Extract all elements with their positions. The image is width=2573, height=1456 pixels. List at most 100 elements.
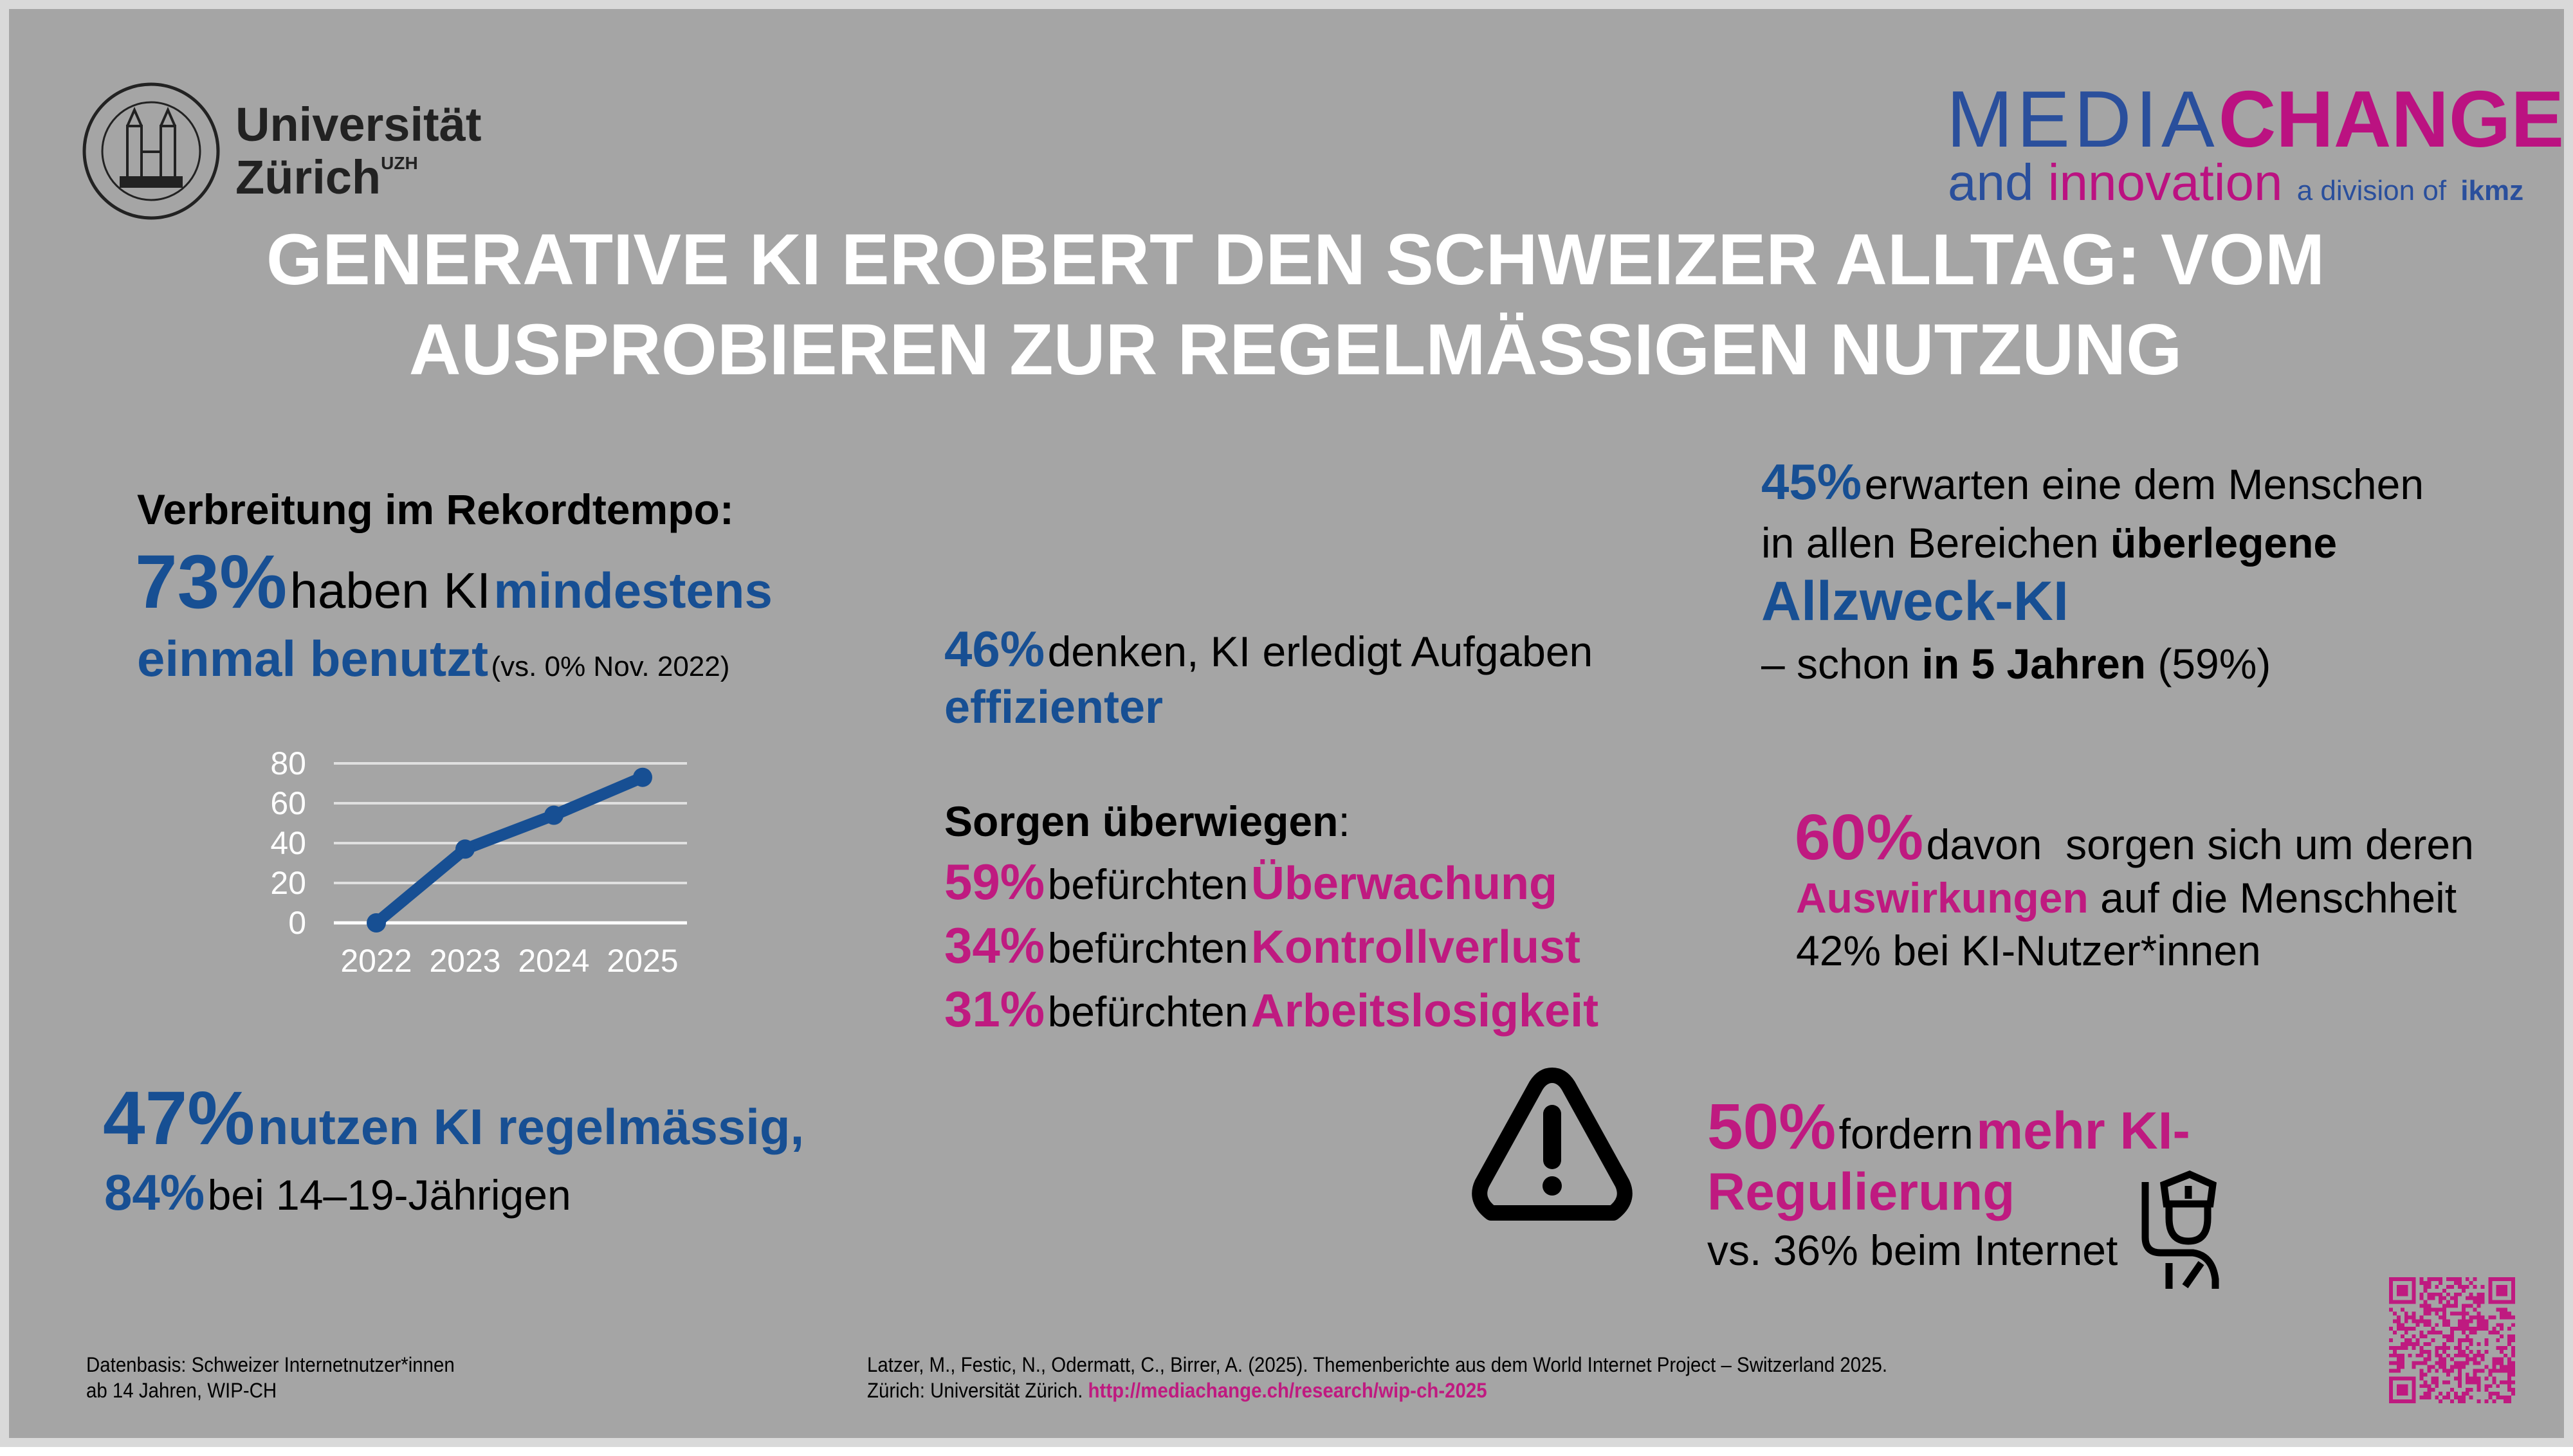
worry-verb: befürchten: [1047, 924, 1249, 972]
qr-module: [2431, 1292, 2435, 1297]
footer-basis2: ab 14 Jahren, WIP-CH: [86, 1379, 277, 1402]
data-point: [367, 913, 386, 933]
qr-module: [2480, 1292, 2485, 1297]
qr-module: [2473, 1357, 2477, 1361]
qr-module: [2450, 1365, 2454, 1369]
qr-module: [2392, 1319, 2397, 1324]
qr-module: [2419, 1296, 2424, 1300]
impact-line2: Auswirkungen auf die Menschheit: [1796, 873, 2457, 922]
qr-module: [2435, 1284, 2439, 1289]
qr-module: [2412, 1365, 2416, 1369]
uzh-city: Zürich: [235, 150, 381, 204]
qr-module: [2469, 1376, 2473, 1381]
qr-module: [2507, 1334, 2512, 1339]
qr-module: [2404, 1331, 2408, 1335]
qr-module: [2427, 1388, 2431, 1392]
footer-citation: Latzer, M., Festic, N., Odermatt, C., Bi…: [867, 1352, 1887, 1403]
qr-module: [2400, 1365, 2404, 1369]
data-point: [455, 839, 475, 859]
qr-module: [2504, 1307, 2508, 1312]
qr-module: [2488, 1396, 2493, 1400]
qr-module: [2419, 1349, 2424, 1354]
qr-module: [2453, 1292, 2458, 1297]
qr-code[interactable]: [2389, 1277, 2515, 1403]
qr-module: [2504, 1380, 2508, 1385]
spread-note: (vs. 0% Nov. 2022): [491, 651, 730, 682]
footer-link[interactable]: http://mediachange.ch/research/wip-ch-20…: [1088, 1379, 1487, 1402]
qr-module: [2511, 1392, 2515, 1396]
worry-item: 34% befürchten Kontrollverlust: [944, 916, 1580, 975]
worry-item: 59% befürchten Überwachung: [944, 853, 1557, 911]
spread-line2: einmal benutzt (vs. 0% Nov. 2022): [137, 630, 729, 688]
qr-module: [2442, 1349, 2447, 1354]
qr-module: [2469, 1292, 2473, 1297]
qr-module: [2419, 1361, 2424, 1365]
qr-module: [2461, 1284, 2466, 1289]
qr-module: [2435, 1277, 2439, 1281]
qr-module: [2446, 1369, 2451, 1373]
qr-module: [2484, 1327, 2489, 1331]
qr-module: [2461, 1327, 2466, 1331]
qr-module: [2435, 1292, 2439, 1297]
qr-module: [2484, 1319, 2489, 1324]
qr-module: [2400, 1353, 2404, 1358]
qr-module: [2507, 1361, 2512, 1365]
qr-module: [2423, 1396, 2428, 1400]
qr-module: [2415, 1323, 2420, 1327]
qr-module: [2473, 1307, 2477, 1312]
qr-module: [2477, 1361, 2481, 1365]
agi-text4a: – schon: [1761, 640, 1910, 687]
qr-module: [2477, 1380, 2481, 1385]
qr-module: [2477, 1315, 2481, 1320]
qr-module: [2473, 1300, 2477, 1304]
qr-module: [2457, 1372, 2462, 1377]
qr-module: [2450, 1388, 2454, 1392]
qr-module: [2492, 1365, 2496, 1369]
worry-verb: befürchten: [1047, 860, 1249, 908]
qr-module: [2496, 1345, 2500, 1350]
qr-module: [2492, 1331, 2496, 1335]
efficiency-pct: 46%: [944, 621, 1045, 677]
qr-module: [2423, 1349, 2428, 1354]
qr-module: [2423, 1357, 2428, 1361]
qr-module: [2389, 1361, 2393, 1365]
qr-module: [2477, 1399, 2481, 1403]
qr-module: [2392, 1353, 2397, 1358]
title-line2: AUSPROBIEREN ZUR REGELMÄSSIGEN NUTZUNG: [408, 309, 2183, 390]
qr-module: [2408, 1338, 2412, 1342]
qr-module: [2427, 1296, 2431, 1300]
qr-module: [2442, 1380, 2447, 1385]
qr-module: [2442, 1315, 2447, 1320]
qr-module: [2507, 1372, 2512, 1377]
qr-module: [2453, 1365, 2458, 1369]
qr-module: [2469, 1304, 2473, 1308]
spread-text3: einmal benutzt: [137, 630, 489, 687]
qr-module: [2500, 1345, 2504, 1350]
qr-module: [2439, 1357, 2443, 1361]
qr-module: [2507, 1380, 2512, 1385]
qr-module: [2431, 1331, 2435, 1335]
x-tick-label: 2025: [607, 943, 678, 979]
worry-pct: 34%: [944, 917, 1045, 974]
qr-module: [2500, 1396, 2504, 1400]
y-tick-label: 20: [270, 865, 306, 901]
y-tick-label: 0: [288, 905, 306, 941]
qr-module: [2507, 1376, 2512, 1381]
qr-module: [2457, 1365, 2462, 1369]
qr-module: [2507, 1338, 2512, 1342]
footer-basis: Datenbasis: Schweizer Internetnutzer*inn…: [86, 1352, 455, 1403]
qr-module: [2469, 1327, 2473, 1331]
qr-module: [2465, 1376, 2469, 1381]
qr-module: [2431, 1296, 2435, 1300]
qr-module: [2400, 1357, 2404, 1361]
qr-module: [2404, 1342, 2408, 1346]
footer-cite2: Zürich: Universität Zürich.: [867, 1379, 1083, 1402]
qr-module: [2453, 1327, 2458, 1331]
qr-module: [2469, 1349, 2473, 1354]
agi-text2b: überlegene: [2111, 519, 2338, 567]
qr-module: [2446, 1396, 2451, 1400]
qr-module: [2477, 1327, 2481, 1331]
qr-module: [2408, 1327, 2412, 1331]
qr-module: [2450, 1311, 2454, 1316]
efficiency-text: denken, KI erledigt Aufgaben: [1047, 628, 1593, 675]
